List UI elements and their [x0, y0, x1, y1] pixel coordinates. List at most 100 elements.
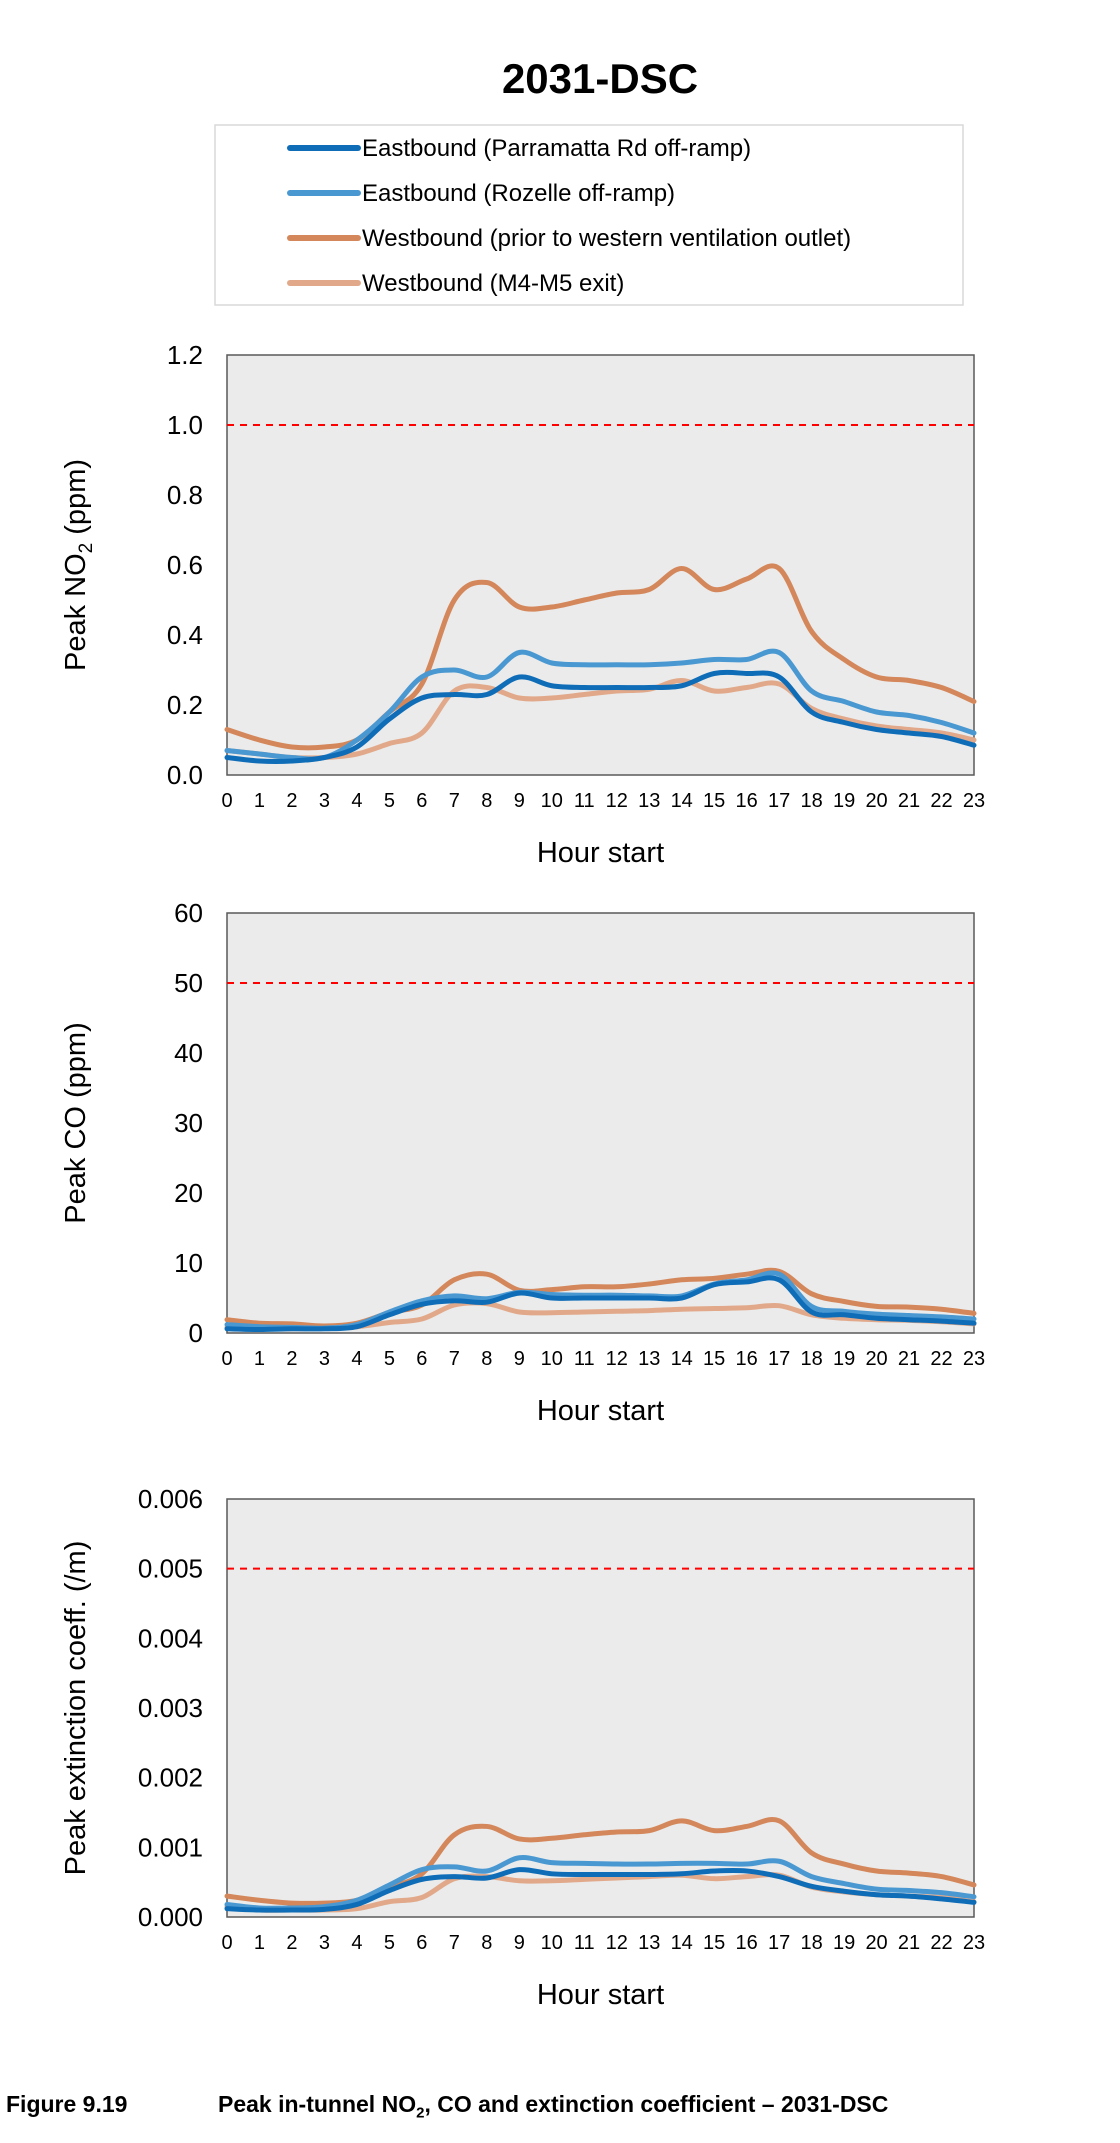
- y-tick-label: 1.2: [167, 340, 203, 370]
- y-tick-label: 1.0: [167, 410, 203, 440]
- x-tick-label: 18: [800, 790, 822, 812]
- series-line: [224, 1275, 977, 1332]
- x-tick-label: 20: [865, 1932, 887, 1954]
- figure-caption: Figure 9.19 Peak in-tunnel NO2, CO and ex…: [6, 2091, 888, 2122]
- x-tick-label: 12: [606, 790, 628, 812]
- legend-item: Westbound (M4-M5 exit): [287, 270, 624, 297]
- caption-text-end: , CO and extinction coefficient – 2031-D…: [424, 2091, 889, 2117]
- x-tick-label: 2: [286, 1932, 297, 1954]
- x-axis-label: Hour start: [537, 837, 664, 869]
- x-tick-label: 22: [930, 790, 952, 812]
- x-tick-label: 16: [736, 1932, 758, 1954]
- x-tick-label: 1: [254, 1932, 265, 1954]
- x-tick-label: 6: [416, 1348, 427, 1370]
- series-line: [224, 677, 977, 761]
- x-tick-label: 13: [638, 790, 660, 812]
- x-tick-label: 10: [541, 1932, 563, 1954]
- x-tick-label: 22: [930, 1348, 952, 1370]
- x-tick-label: 4: [351, 790, 362, 812]
- x-tick-label: 2: [286, 1348, 297, 1370]
- legend-item: Westbound (prior to western ventilation …: [287, 225, 851, 252]
- legend-label: Westbound (M4-M5 exit): [362, 270, 624, 297]
- y-tick-label: 0.001: [138, 1832, 203, 1862]
- y-tick-label: 0: [189, 1318, 203, 1348]
- y-tick-label: 60: [174, 898, 203, 928]
- x-tick-label: 23: [963, 1932, 985, 1954]
- legend: Eastbound (Parramatta Rd off-ramp) Eastbo…: [214, 124, 964, 306]
- x-tick-label: 4: [351, 1932, 362, 1954]
- y-tick-label: 10: [174, 1248, 203, 1278]
- x-tick-label: 18: [800, 1932, 822, 1954]
- x-tick-label: 10: [541, 790, 563, 812]
- y-tick-label: 0.6: [167, 550, 203, 580]
- y-tick-label: 20: [174, 1178, 203, 1208]
- y-tick-label: 50: [174, 968, 203, 998]
- plot-area: [226, 912, 975, 1334]
- x-tick-label: 5: [384, 790, 395, 812]
- x-tick-label: 12: [606, 1932, 628, 1954]
- x-tick-label: 23: [963, 1348, 985, 1370]
- caption-text: Peak in-tunnel NO2, CO and extinction co…: [218, 2091, 889, 2122]
- series-line: [224, 1855, 977, 1911]
- x-tick-label: 11: [574, 1348, 595, 1370]
- legend-box: [214, 124, 964, 306]
- x-tick-label: 0: [221, 1932, 232, 1954]
- x-tick-label: 19: [833, 1932, 855, 1954]
- series-line: [224, 648, 977, 762]
- legend-label: Eastbound (Parramatta Rd off-ramp): [362, 135, 751, 162]
- y-tick-label: 0.003: [138, 1693, 203, 1723]
- y-tick-label: 0.006: [138, 1484, 203, 1514]
- y-tick-label: 0.002: [138, 1763, 203, 1793]
- x-tick-label: 19: [833, 790, 855, 812]
- y-tick-label: 0.0: [167, 760, 203, 790]
- legend-label: Westbound (prior to western ventilation …: [362, 225, 851, 252]
- x-tick-label: 9: [514, 1932, 525, 1954]
- y-tick-label: 0.4: [167, 620, 203, 650]
- x-tick-label: 11: [574, 790, 595, 812]
- plot-area: [226, 1498, 975, 1918]
- x-tick-label: 16: [736, 790, 758, 812]
- x-tick-label: 2: [286, 790, 297, 812]
- x-tick-label: 0: [221, 790, 232, 812]
- x-axis-label: Hour start: [537, 1979, 664, 2011]
- legend-item: Eastbound (Rozelle off-ramp): [287, 180, 675, 207]
- y-tick-label: 0.8: [167, 480, 203, 510]
- x-tick-label: 11: [574, 1932, 595, 1954]
- x-tick-label: 9: [514, 790, 525, 812]
- x-tick-label: 23: [963, 790, 985, 812]
- x-tick-label: 3: [319, 790, 330, 812]
- x-tick-label: 20: [865, 790, 887, 812]
- x-tick-label: 5: [384, 1348, 395, 1370]
- x-tick-label: 14: [671, 790, 693, 812]
- x-tick-label: 15: [703, 790, 725, 812]
- y-tick-label: 0.000: [138, 1902, 203, 1932]
- x-tick-label: 19: [833, 1348, 855, 1370]
- legend-item: Eastbound (Parramatta Rd off-ramp): [287, 135, 751, 162]
- x-tick-label: 3: [319, 1348, 330, 1370]
- y-axis-label: Peak NO2 (ppm): [60, 459, 97, 671]
- x-tick-label: 6: [416, 790, 427, 812]
- x-tick-label: 7: [449, 1932, 460, 1954]
- x-tick-label: 21: [898, 1348, 920, 1370]
- x-tick-label: 6: [416, 1932, 427, 1954]
- y-axis-label: Peak extinction coeff. (/m): [60, 1541, 92, 1876]
- x-tick-label: 1: [254, 1348, 265, 1370]
- series-line: [224, 1867, 977, 1913]
- figure-number: Figure 9.19: [6, 2091, 128, 2117]
- y-axis-label: Peak CO (ppm): [60, 1022, 92, 1223]
- x-tick-label: 14: [671, 1348, 693, 1370]
- x-tick-label: 1: [254, 790, 265, 812]
- x-tick-label: 20: [865, 1348, 887, 1370]
- x-tick-label: 5: [384, 1932, 395, 1954]
- caption-text-start: Peak in-tunnel NO: [218, 2091, 417, 2117]
- x-tick-label: 10: [541, 1348, 563, 1370]
- chart-title: 2031-DSC: [502, 55, 698, 102]
- x-tick-label: 0: [221, 1348, 232, 1370]
- y-tick-label: 0.2: [167, 690, 203, 720]
- legend-label: Eastbound (Rozelle off-ramp): [362, 180, 675, 207]
- x-tick-label: 7: [449, 1348, 460, 1370]
- y-tick-label: 0.005: [138, 1554, 203, 1584]
- plot-area: [226, 354, 975, 776]
